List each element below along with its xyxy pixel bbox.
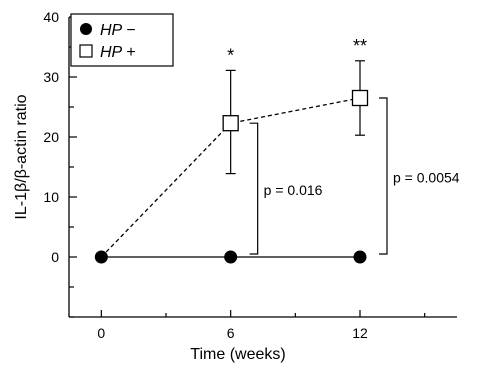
comparison-brackets: p = 0.016 p = 0.0054: [249, 97, 460, 255]
legend-label-hp-negative: HP −: [100, 22, 135, 39]
x-axis-ticks: 0 6 12: [97, 310, 426, 341]
data-markers: [94, 89, 369, 264]
data-point-filled-circle: [353, 250, 367, 264]
x-tick-label: 0: [97, 325, 105, 341]
y-tick-label: 10: [43, 189, 59, 205]
legend-box: [70, 13, 174, 67]
data-point-filled-circle: [94, 250, 108, 264]
data-point-open-square: [222, 115, 239, 132]
x-tick-label: 6: [227, 325, 235, 341]
p-value-label: p = 0.016: [264, 182, 323, 198]
comparison-bracket: [379, 97, 388, 255]
x-tick-label: 12: [352, 325, 368, 341]
y-tick-label: 0: [51, 249, 59, 265]
legend-filled-circle-marker: [80, 23, 92, 35]
error-bars: [225, 60, 365, 175]
significance-marker: **: [353, 36, 367, 56]
comparison-bracket: [249, 122, 259, 255]
significance-marker: *: [227, 45, 234, 65]
y-tick-label: 30: [43, 69, 59, 85]
annotations: * **: [227, 36, 367, 66]
y-axis-title: IL-1β/β-actin ratio: [13, 94, 30, 219]
x-axis-title: Time (weeks): [190, 346, 285, 363]
data-point-filled-circle: [224, 250, 238, 264]
y-tick-label: 40: [43, 9, 59, 25]
data-point-open-square: [351, 89, 369, 107]
y-tick-label: 20: [43, 129, 59, 145]
legend: HP − HP +: [70, 13, 174, 67]
legend-label-hp-positive: HP +: [100, 44, 135, 61]
legend-open-square-marker: [79, 44, 93, 58]
p-value-label: p = 0.0054: [393, 170, 460, 186]
series-line-1: [100, 97, 361, 258]
